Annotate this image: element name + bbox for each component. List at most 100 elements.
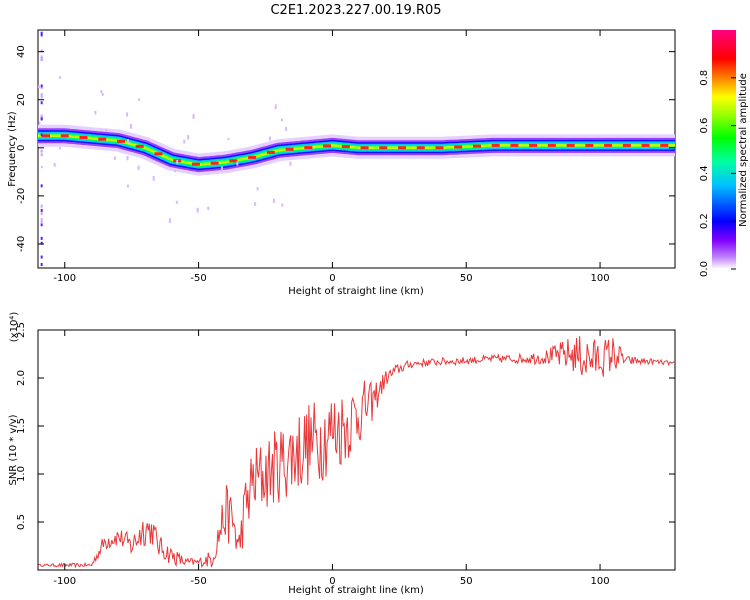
spectrogram-edge-mark	[40, 236, 43, 240]
spectrogram-edge-mark	[40, 184, 43, 188]
spectrogram-noise-mark	[94, 110, 97, 115]
y-tick-label: 0.5	[16, 514, 27, 530]
spectrogram-edge-mark	[40, 95, 43, 99]
spectrogram-noise-mark	[221, 166, 224, 172]
spectrogram-edge-mark	[40, 56, 43, 60]
spectrogram-edge-mark	[40, 85, 43, 89]
colorbar-tick-label: 0.4	[699, 165, 710, 181]
spectrogram-edge-mark	[40, 133, 43, 137]
spectrogram-edge-mark	[40, 114, 43, 118]
snr-x-label: Height of straight line (km)	[288, 585, 424, 596]
spectrogram-noise-mark	[113, 156, 116, 160]
colorbar-ticks: 0.0 0.2 0.4 0.6 0.8	[699, 70, 736, 277]
spectrogram-noise-mark	[168, 218, 171, 224]
spectrogram-noise-mark	[126, 112, 129, 117]
snr-y-ticks: 0.5 1.0 1.5 2.0 2.5	[16, 322, 675, 530]
y-tick-label: 1.0	[16, 466, 27, 482]
y-tick-label: -20	[16, 188, 27, 204]
spectrogram-noise-mark	[268, 136, 271, 141]
spectrogram-edge-mark	[40, 263, 43, 267]
spectrogram-edge-mark	[40, 212, 43, 216]
spectrogram-noise-mark	[127, 139, 130, 143]
spectrogram-edge-mark	[40, 84, 43, 88]
spectrogram-noise-mark	[272, 198, 275, 204]
spectrogram-noise-mark	[38, 85, 41, 89]
spectrogram-noise-mark	[126, 155, 129, 161]
spectrogram-noise-mark	[281, 203, 284, 207]
spectrogram-edge-mark	[40, 208, 43, 212]
snr-x-ticks: -100 -50 0 50 100	[53, 330, 610, 587]
spectrogram-plot: -100 -50 0 50 100 -40 -20 0 20 40 Height of stra…	[7, 29, 676, 297]
spectrogram-edge-mark	[40, 49, 43, 53]
spectrogram-y-ticks: -40 -20 0 20 40	[16, 45, 675, 252]
colorbar-tick-label: 0.0	[699, 261, 710, 277]
spectrogram-noise-mark	[152, 175, 155, 181]
spectrogram-edge-mark	[40, 117, 43, 121]
spectrogram-x-label: Height of straight line (km)	[288, 286, 424, 297]
spectrogram-noise-mark	[256, 187, 259, 191]
spectrogram-noise-mark	[196, 207, 199, 213]
spectrogram-edge-mark	[40, 93, 43, 97]
y-tick-label: 40	[16, 45, 27, 58]
y-tick-label: 0	[16, 145, 27, 151]
y-tick-label: 2.0	[16, 370, 27, 386]
spectrogram-edge-mark	[40, 149, 43, 153]
x-tick-label: 50	[460, 576, 473, 587]
x-tick-label: -50	[190, 273, 206, 284]
spectrogram-noise-mark	[274, 104, 277, 110]
spectrogram-noise-mark	[192, 114, 195, 119]
x-tick-label: -100	[53, 576, 76, 587]
spectrogram-noise-mark	[138, 98, 141, 101]
colorbar-tick-label: 0.2	[699, 213, 710, 229]
spectrogram-edge-mark	[40, 241, 43, 245]
spectrogram-noise-mark	[183, 139, 186, 144]
spectrogram-noise-mark	[101, 93, 104, 96]
spectrogram-marks	[38, 31, 675, 267]
spectrogram-noise-mark	[58, 146, 61, 150]
spectrogram-edge-mark	[40, 218, 43, 222]
spectrogram-noise-mark	[207, 206, 210, 210]
colorbar-gradient	[712, 30, 736, 269]
spectrogram-noise-mark	[236, 161, 239, 166]
snr-marks	[38, 336, 675, 569]
spectrogram-edge-mark	[40, 204, 43, 208]
colorbar-tick-label: 0.8	[699, 70, 710, 86]
snr-series-line	[38, 336, 675, 569]
spectrogram-noise-mark	[254, 202, 257, 206]
spectrogram-y-label: Frequency (Hz)	[7, 111, 18, 187]
snr-y-label: SNR (10 * v/v)	[8, 414, 19, 485]
x-tick-label: -100	[53, 273, 76, 284]
x-tick-label: 100	[591, 273, 610, 284]
snr-plot: -100 -50 0 50 100 0.5 1.0 1.5 2.0 2.5 Height of …	[8, 312, 676, 596]
spectrogram-edge-mark	[40, 101, 43, 105]
colorbar: 0.0 0.2 0.4 0.6 0.8 Normalized spectral ampl…	[699, 30, 749, 277]
colorbar-label: Normalized spectral amplitude	[738, 73, 749, 227]
spectrogram-edge-mark	[40, 33, 43, 37]
spectrogram-noise-mark	[176, 160, 179, 165]
spectrogram-edge-mark	[40, 223, 43, 227]
spectrogram-noise-mark	[58, 76, 61, 79]
spectrogram-noise-mark	[280, 118, 283, 122]
spectrogram-noise-mark	[126, 184, 129, 188]
y-tick-label: 20	[16, 93, 27, 106]
spectrogram-noise-mark	[38, 121, 41, 125]
y-tick-label: -40	[16, 236, 27, 252]
spectrogram-noise-mark	[137, 165, 140, 171]
spectrogram-noise-mark	[175, 200, 178, 204]
spectrogram-noise-mark	[130, 124, 133, 129]
spectrogram-x-ticks: -100 -50 0 50 100	[53, 30, 610, 284]
spectrogram-edge-mark	[40, 220, 43, 224]
spectrogram-noise-mark	[100, 90, 103, 94]
spectrogram-noise-mark	[285, 126, 288, 131]
figure-title: C2E1.2023.227.00.19.R05	[270, 3, 441, 18]
spectrogram-noise-mark	[174, 169, 177, 173]
x-tick-label: 50	[460, 273, 473, 284]
spectrogram-noise-mark	[227, 138, 230, 141]
spectrogram-noise-mark	[105, 128, 108, 133]
spectrogram-edge-mark	[40, 153, 43, 157]
spectrogram-edge-mark	[40, 31, 43, 35]
x-tick-label: 0	[329, 273, 335, 284]
snr-frame	[37, 329, 676, 571]
spectrogram-noise-mark	[40, 166, 43, 169]
